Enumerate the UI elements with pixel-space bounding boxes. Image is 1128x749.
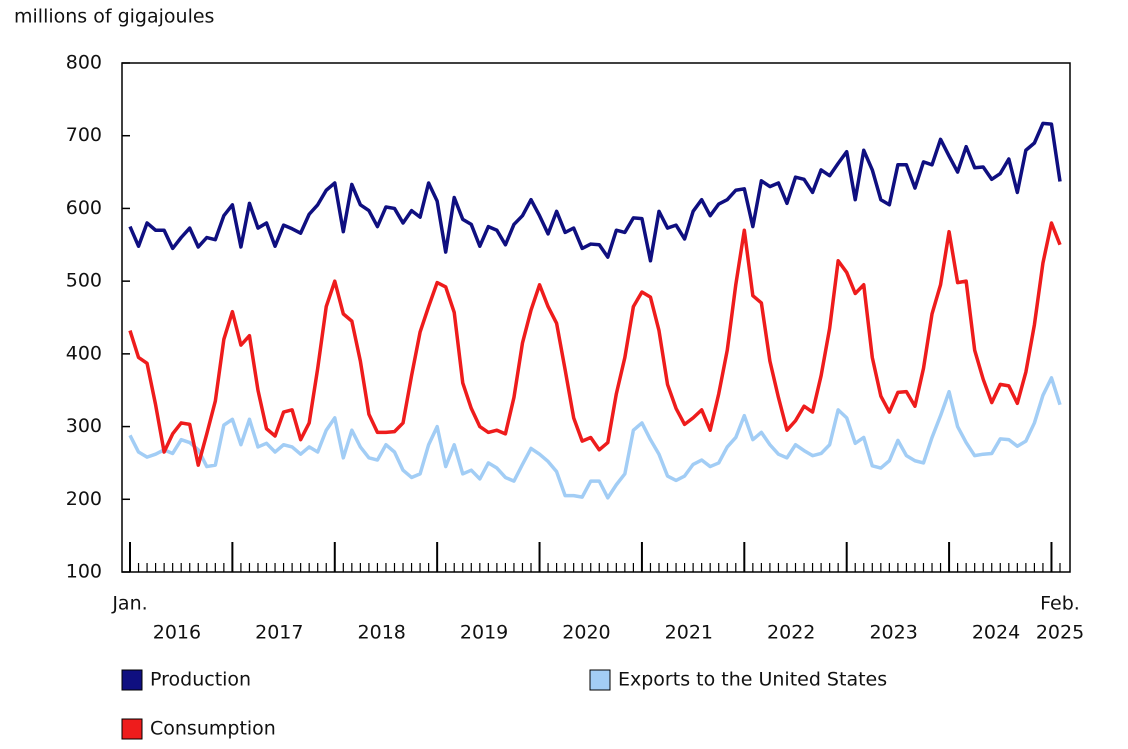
year-label: 2023 (869, 622, 917, 644)
legend-swatch (121, 718, 143, 740)
plot-frame (121, 62, 1071, 573)
y-tick-label: 300 (66, 415, 102, 437)
series-line (128, 221, 1062, 467)
series-line (128, 376, 1062, 500)
series-line (128, 121, 1062, 263)
y-tick-label: 600 (66, 197, 102, 219)
year-label: 2025 (1036, 622, 1084, 644)
year-label: 2021 (665, 622, 713, 644)
year-label: 2018 (358, 622, 406, 644)
x-tick-label: Jan. (111, 593, 147, 615)
year-label: 2024 (972, 622, 1020, 644)
y-tick-label: 700 (66, 124, 102, 146)
year-label: 2022 (767, 622, 815, 644)
y-tick-label: 800 (66, 52, 102, 74)
y-tick-label: 200 (66, 488, 102, 510)
legend-label: Consumption (150, 718, 276, 740)
year-label: 2019 (460, 622, 508, 644)
year-label: 2017 (255, 622, 303, 644)
y-axis-label: millions of gigajoules (14, 6, 214, 28)
x-tick-label: Feb. (1040, 593, 1080, 615)
y-tick-label: 400 (66, 342, 102, 364)
year-label: 2020 (562, 622, 610, 644)
legend-swatch (121, 669, 143, 691)
y-tick-label: 100 (66, 561, 102, 583)
y-tick-label: 500 (66, 270, 102, 292)
legend-label: Production (150, 669, 251, 691)
year-label: 2016 (153, 622, 201, 644)
legend-swatch (589, 669, 611, 691)
legend-label: Exports to the United States (618, 669, 887, 691)
